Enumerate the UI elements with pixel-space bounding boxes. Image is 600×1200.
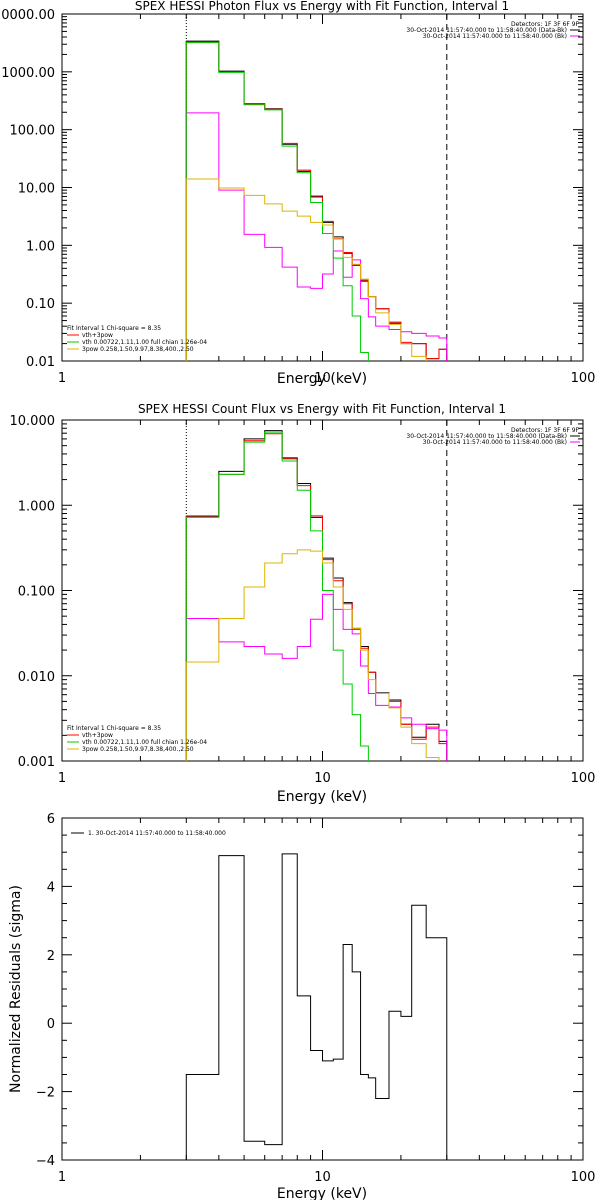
panel-2	[61, 419, 584, 762]
x-tick-label: 10	[314, 771, 331, 786]
y-tick-label: 100.00	[10, 124, 56, 139]
legend-entry: 1. 30-Oct-2014 11:57:40.000 to 11:58:40.…	[88, 830, 226, 837]
y-tick-label: −4	[36, 1154, 55, 1169]
x-tick-label: 10	[314, 371, 331, 386]
legend-entry: vth 0.00722,1.11,1.00 full chian 1.26e-0…	[82, 339, 207, 346]
step-series-line	[185, 853, 448, 1160]
step-series-line	[185, 40, 448, 361]
chart-title: SPEX HESSI Count Flux vs Energy with Fit…	[138, 402, 506, 416]
legend-entry: 30-Oct-2014 11:57:40.000 to 11:58:40.000…	[406, 433, 567, 440]
legend-entry: 30-Oct-2014 11:57:40.000 to 11:58:40.000…	[423, 33, 567, 40]
y-tick-label: 1.000	[18, 499, 55, 514]
x-tick-label: 100	[571, 1170, 596, 1185]
step-series-line	[185, 42, 369, 361]
y-axis-label: Normalized Residuals (sigma)	[8, 885, 24, 1093]
y-tick-label: 2	[47, 949, 55, 964]
step-series-line	[185, 431, 369, 761]
x-tick-label: 100	[571, 771, 596, 786]
legend-entry: vth+3pow	[82, 332, 113, 339]
x-tick-label: 1	[58, 771, 66, 786]
legend-entry: Detectors: 1F 3F 6F 9F	[511, 427, 580, 434]
legend-entry: 3pow 0.258,1.50,9.97,8.38,400.,2.50	[82, 346, 194, 353]
x-tick-label: 10	[314, 1170, 331, 1185]
y-tick-label: 0000.00	[1, 8, 55, 23]
step-series-line	[185, 178, 427, 361]
y-tick-label: 10.00	[18, 182, 55, 197]
y-tick-label: 0.10	[26, 297, 55, 312]
plot-frame	[61, 817, 584, 1161]
legend-entry: 30-Oct-2014 11:57:40.000 to 11:58:40.000…	[406, 27, 567, 34]
legend-entry: Fit Interval 1 Chi-square = 8.35	[67, 725, 161, 732]
y-tick-label: 6	[47, 812, 55, 827]
step-series-line	[185, 593, 448, 761]
panel-1	[61, 13, 584, 362]
y-tick-label: 1.00	[26, 239, 55, 254]
legend-entry: vth+3pow	[82, 732, 113, 739]
x-axis-label: Energy (keV)	[277, 789, 367, 805]
legend-entry: Fit Interval 1 Chi-square = 8.35	[67, 325, 161, 332]
step-series-line	[185, 430, 448, 761]
legend-entry: Detectors: 1F 3F 6F 9F	[511, 21, 580, 28]
y-tick-label: 0.001	[18, 755, 55, 770]
x-tick-label: 1	[58, 371, 66, 386]
x-axis-label: Energy (keV)	[277, 1186, 367, 1200]
y-tick-label: 0.010	[18, 670, 55, 685]
step-series-line	[185, 112, 448, 361]
y-tick-label: 1000.00	[1, 66, 55, 81]
x-axis-label: Energy (keV)	[277, 371, 367, 387]
y-tick-label: 0.01	[26, 355, 55, 370]
legend-entry: vth 0.00722,1.11,1.00 full chian 1.26e-0…	[82, 739, 207, 746]
step-series-line	[185, 433, 448, 761]
x-tick-label: 1	[58, 1170, 66, 1185]
x-tick-label: 100	[571, 371, 596, 386]
y-tick-label: 0.100	[18, 585, 55, 600]
step-series-line	[185, 549, 440, 761]
chart-title: SPEX HESSI Photon Flux vs Energy with Fi…	[135, 0, 509, 13]
y-tick-label: 10.000	[10, 414, 56, 429]
step-series-line	[185, 41, 448, 361]
legend-entry: 3pow 0.258,1.50,9.97,8.38,400.,2.50	[82, 746, 194, 753]
y-tick-label: 0	[47, 1017, 55, 1032]
y-tick-label: −2	[36, 1086, 55, 1101]
legend-entry: 30-Oct-2014 11:57:40.000 to 11:58:40.000…	[423, 439, 567, 446]
y-tick-label: 4	[47, 880, 55, 895]
panel-3	[61, 817, 584, 1161]
plot-frame	[61, 13, 584, 362]
